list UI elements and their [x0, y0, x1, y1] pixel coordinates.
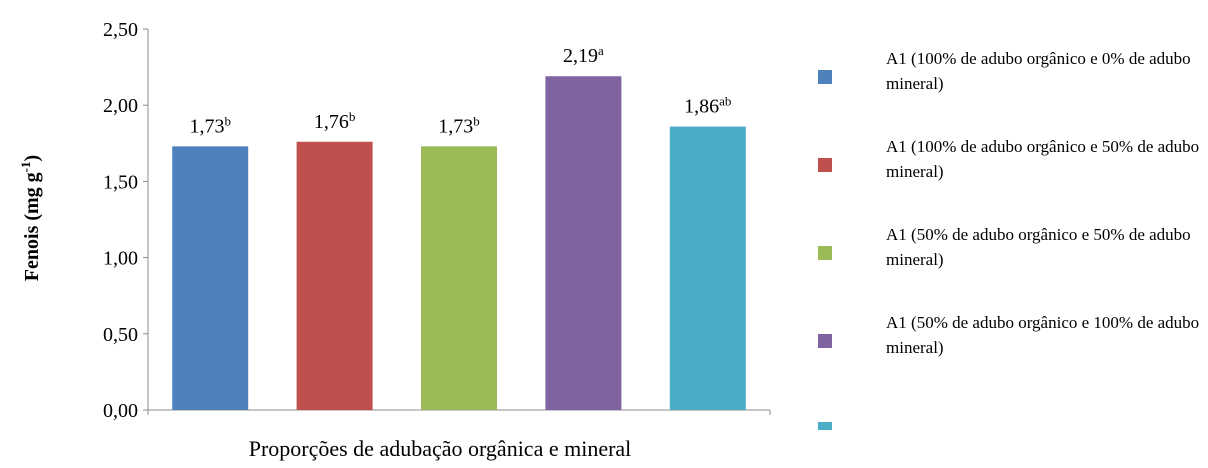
bar-significance-letter: b [349, 109, 356, 124]
bar-significance-letter: b [473, 113, 480, 128]
chart-bars [172, 76, 746, 410]
bar-significance-letter: a [598, 43, 604, 58]
legend-label: A1 (0% de adubo orgânico e 100% de adubo… [886, 426, 1208, 430]
legend-swatch [818, 334, 832, 348]
bar-value-label: 1,76b [314, 109, 356, 133]
bar [669, 126, 746, 410]
y-tick-label: 0,00 [103, 400, 138, 422]
legend-label: A1 (100% de adubo orgânico e 0% de adubo… [886, 49, 1191, 93]
legend-label: A1 (50% de adubo orgânico e 100% de adub… [886, 313, 1200, 357]
bar [172, 146, 249, 410]
y-tick-label: 1,50 [103, 171, 138, 193]
bar [421, 146, 497, 410]
y-tick-label: 2,50 [103, 19, 138, 41]
bar-chart: 0,000,501,001,502,002,50 1,73b 1,76b 1,73b… [18, 19, 771, 422]
bar [545, 76, 622, 410]
bar-value: 1,76 [314, 111, 349, 133]
y-tick-label: 0,50 [103, 324, 138, 346]
bar-value: 1,73 [438, 115, 473, 137]
legend-swatch [818, 422, 832, 430]
chart-legend: A1 (100% de adubo orgânico e 0% de adubo… [818, 38, 1208, 430]
y-axis-label-main: Fenois (mg g [21, 172, 43, 281]
y-axis-label-superscript: -1 [18, 161, 33, 172]
y-tick-label: 2,00 [103, 95, 138, 117]
bar-value-label: 1,73b [189, 113, 231, 137]
chart-axes: 0,00 0,50 1,00 1,50 2,00 2,50 [103, 19, 771, 422]
legend-label: A1 (100% de adubo orgânico e 50% de adub… [886, 137, 1200, 181]
legend-swatch [818, 246, 832, 260]
bar [296, 141, 373, 410]
legend-swatch [818, 158, 832, 172]
bar-value: 1,73 [189, 115, 224, 137]
x-axis-label: Proporções de adubação orgânica e minera… [248, 436, 632, 461]
bar-significance-letter: b [224, 113, 231, 128]
bar-value-label: 1,73b [438, 113, 480, 137]
bar-value-label: 2,19a [563, 43, 604, 67]
y-axis-label: Fenois (mg g-1) [18, 155, 43, 281]
y-tick-label: 1,00 [103, 248, 138, 270]
bar-significance-letter: ab [719, 94, 731, 109]
legend-swatch [818, 70, 832, 84]
bar-value: 1,86 [684, 96, 719, 118]
legend-label: A1 (50% de adubo orgânico e 50% de adubo… [886, 225, 1191, 269]
bar-value-label: 1,86ab [684, 94, 731, 118]
y-axis-label-end: ) [21, 155, 43, 162]
bar-value: 2,19 [563, 45, 598, 67]
